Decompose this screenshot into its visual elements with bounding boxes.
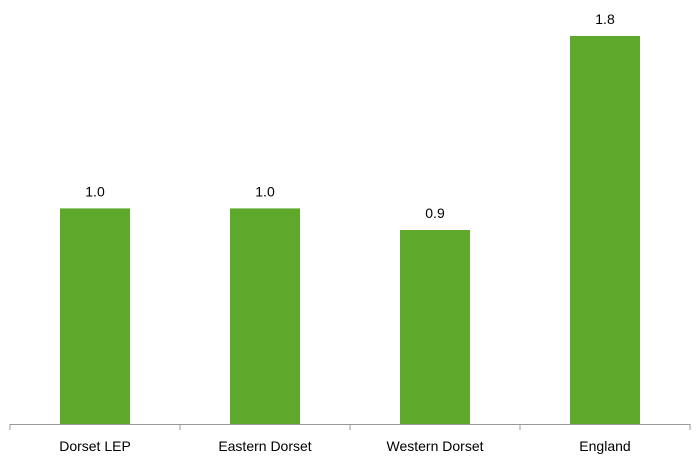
data-label-western-dorset: 0.9 [425, 205, 445, 221]
bar-western-dorset [400, 230, 470, 424]
data-label-dorset-lep: 1.0 [85, 183, 105, 199]
bar-dorset-lep [60, 208, 130, 424]
x-tick-label-dorset-lep: Dorset LEP [59, 438, 131, 454]
bars [60, 36, 640, 424]
x-tick-label-england: England [579, 438, 630, 454]
bar-eastern-dorset [230, 208, 300, 424]
data-labels: 1.0 1.0 0.9 1.8 [85, 11, 615, 221]
bar-england [570, 36, 640, 424]
data-label-eastern-dorset: 1.0 [255, 183, 275, 199]
x-axis: Dorset LEP Eastern Dorset Western Dorset En… [9, 424, 691, 454]
x-tick-label-western-dorset: Western Dorset [387, 438, 484, 454]
x-tick-label-eastern-dorset: Eastern Dorset [218, 438, 311, 454]
data-label-england: 1.8 [595, 11, 615, 27]
